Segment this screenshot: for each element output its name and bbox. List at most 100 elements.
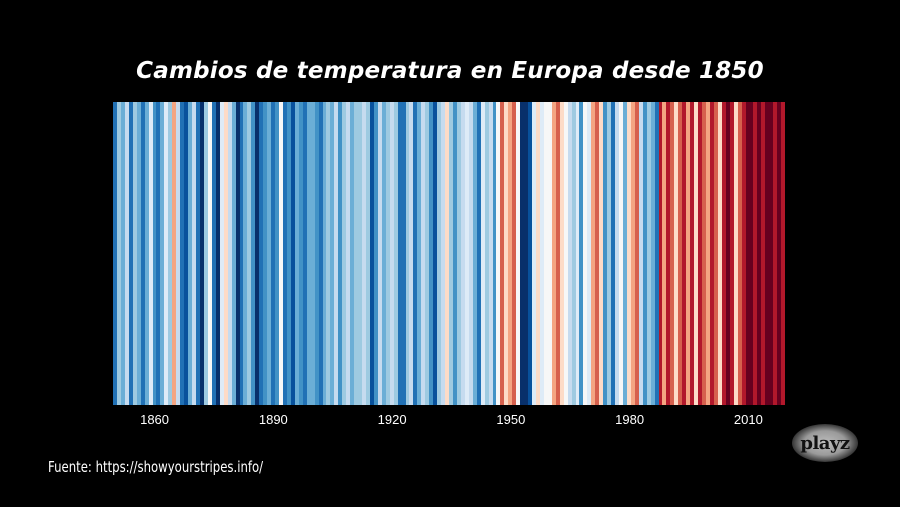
stripe-1912: [358, 102, 363, 405]
stripe-1907: [338, 102, 343, 405]
playz-logo: playz: [800, 432, 850, 454]
stripe-1879: [227, 102, 232, 405]
stripe-1935: [449, 102, 453, 405]
stripe-1916: [373, 102, 378, 405]
stripe-1872: [199, 102, 204, 405]
stripe-1942: [476, 102, 481, 405]
stripe-2000: [705, 102, 710, 405]
stripe-1863: [164, 102, 169, 405]
stripe-1958: [539, 102, 544, 405]
stripe-1930: [429, 102, 434, 405]
stripe-1898: [302, 102, 307, 405]
stripe-1861: [156, 102, 161, 405]
x-axis: 1860 1890 1920 1950 1980 2010: [0, 412, 900, 432]
stripe-1870: [192, 102, 197, 405]
stripe-2018: [777, 102, 782, 405]
stripe-1985: [646, 102, 651, 405]
stripe-1976: [611, 102, 616, 405]
stripe-1933: [441, 102, 446, 405]
stripe-1901: [314, 102, 319, 405]
stripe-1941: [472, 102, 477, 405]
stripe-1921: [393, 102, 398, 405]
stripe-1996: [690, 102, 695, 405]
stripe-1988: [658, 102, 663, 405]
stripe-1993: [678, 102, 683, 405]
stripe-2013: [757, 102, 762, 405]
stripe-1931: [433, 102, 438, 405]
stripe-1894: [286, 102, 291, 405]
stripe-1998: [698, 102, 703, 405]
stripe-1939: [464, 102, 469, 405]
stripe-1947: [496, 102, 501, 405]
stripe-1997: [694, 102, 699, 405]
stripe-2017: [773, 102, 778, 405]
stripe-1938: [460, 102, 465, 405]
stripe-1864: [168, 102, 173, 405]
stripe-1885: [251, 102, 256, 405]
stripe-1990: [666, 102, 671, 405]
stripe-1981: [630, 102, 635, 405]
stripe-1979: [622, 102, 627, 405]
stripe-2006: [729, 102, 734, 405]
stripe-1953: [520, 102, 525, 405]
stripe-1880: [231, 102, 236, 405]
stripe-1878: [223, 102, 228, 405]
stripe-1989: [662, 102, 667, 405]
stripe-1968: [579, 102, 584, 405]
stripe-1924: [405, 102, 410, 405]
stripe-1984: [642, 102, 647, 405]
stripe-1892: [279, 102, 283, 405]
x-tick-1860: 1860: [140, 412, 170, 427]
stripe-1913: [362, 102, 366, 405]
stripe-1977: [615, 102, 619, 405]
stripe-1852: [120, 102, 125, 405]
stripe-1867: [180, 102, 185, 405]
stripe-1902: [318, 102, 323, 405]
stripe-1952: [516, 102, 521, 405]
stripe-1928: [421, 102, 426, 405]
stripe-1926: [413, 102, 418, 405]
stripe-1932: [437, 102, 442, 405]
stripe-2004: [721, 102, 726, 405]
stripe-1987: [654, 102, 659, 405]
stripe-2003: [717, 102, 722, 405]
stripe-1950: [508, 102, 513, 405]
stripe-1992: [674, 102, 679, 405]
stripe-1896: [294, 102, 299, 405]
stripe-2007: [733, 102, 738, 405]
stripe-1903: [322, 102, 327, 405]
stripe-1899: [306, 102, 311, 405]
stripe-1851: [116, 102, 121, 405]
stripe-2001: [709, 102, 714, 405]
stripe-1914: [366, 102, 370, 405]
stripe-1957: [535, 102, 540, 405]
stripe-1904: [326, 102, 331, 405]
stripe-1937: [456, 102, 461, 405]
stripe-1972: [595, 102, 600, 405]
stripe-1927: [417, 102, 422, 405]
stripe-1906: [334, 102, 339, 405]
x-tick-2010: 2010: [733, 412, 763, 427]
stripe-1900: [310, 102, 315, 405]
stripe-1967: [575, 102, 580, 405]
stripe-1971: [591, 102, 596, 405]
stripe-2005: [725, 102, 730, 405]
stripe-1951: [512, 102, 517, 405]
stripe-1895: [290, 102, 295, 405]
stripe-1923: [401, 102, 406, 405]
stripe-1918: [381, 102, 386, 405]
stripe-1858: [144, 102, 149, 405]
stripe-1859: [148, 102, 153, 405]
stripe-2019: [781, 102, 786, 405]
stripe-1983: [638, 102, 643, 405]
stripe-1962: [555, 102, 560, 405]
stripe-1889: [267, 102, 272, 405]
x-tick-1980: 1980: [615, 412, 645, 427]
stripe-2002: [713, 102, 718, 405]
stripe-1961: [551, 102, 556, 405]
stripe-1995: [686, 102, 691, 405]
stripe-1873: [203, 102, 208, 405]
stripe-1940: [468, 102, 473, 405]
stripe-1897: [298, 102, 303, 405]
stripe-1850: [113, 102, 117, 405]
